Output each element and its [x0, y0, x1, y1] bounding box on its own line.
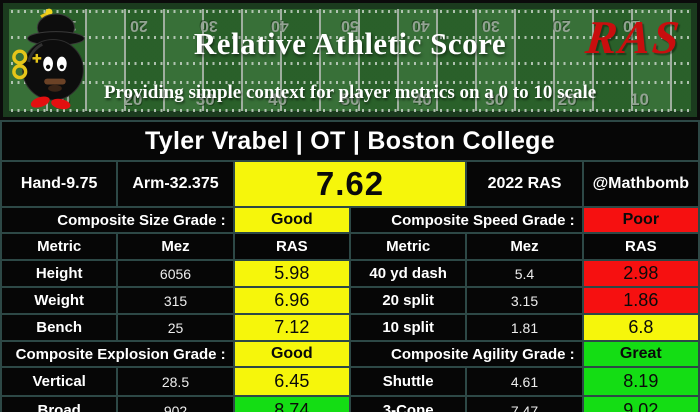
column-header-metric: Metric	[2, 234, 117, 259]
agility-grade-label: Composite Agility Grade :	[351, 342, 582, 366]
agility-grade-value: Great	[583, 342, 698, 366]
metric-mez-value: 7.47	[467, 397, 582, 412]
column-header-mez: Mez	[118, 234, 233, 259]
speed-grade-value: Poor	[583, 208, 698, 232]
yard-number: 40	[268, 90, 288, 109]
column-header-mez: Mez	[467, 234, 582, 259]
metrics-table: Hand-9.75 Arm-32.375 7.62 2022 RAS @Math…	[0, 160, 700, 412]
size-grade-label: Composite Size Grade :	[2, 208, 233, 232]
ras-logo: RAS	[583, 12, 684, 64]
hand-size-cell: Hand-9.75	[2, 162, 117, 206]
metric-name: Shuttle	[351, 368, 466, 395]
field-yard-lines	[9, 9, 691, 111]
metric-mez-value: 28.5	[118, 368, 233, 395]
hash-marks-row	[11, 62, 689, 65]
metric-mez-value: 3.15	[467, 288, 582, 313]
column-header-metric: Metric	[351, 234, 466, 259]
page-subtitle: Providing simple context for player metr…	[103, 82, 597, 103]
metric-ras-value: 9.02	[583, 397, 698, 412]
arm-length-cell: Arm-32.375	[118, 162, 233, 206]
metric-name: Weight	[2, 288, 117, 313]
field-header: 10 20 30 40 50 40 30 20 10 10 20 30 40 5…	[0, 0, 700, 120]
metric-ras-value: 8.74	[234, 397, 349, 412]
column-header-ras: RAS	[234, 234, 349, 259]
metric-ras-value: 1.86	[583, 288, 698, 313]
hash-marks-row	[11, 10, 689, 13]
yard-number: 20	[557, 90, 577, 109]
metric-ras-value: 2.98	[583, 261, 698, 286]
metric-name: Vertical	[2, 368, 117, 395]
speed-grade-label: Composite Speed Grade :	[351, 208, 582, 232]
explosion-grade-label: Composite Explosion Grade :	[2, 342, 233, 366]
metric-name: 20 split	[351, 288, 466, 313]
metric-name: Height	[2, 261, 117, 286]
hash-marks-row	[11, 109, 689, 112]
column-header-ras: RAS	[583, 234, 698, 259]
metric-mez-value: 1.81	[467, 315, 582, 340]
metric-mez-value: 315	[118, 288, 233, 313]
year-ras-cell: 2022 RAS	[467, 162, 582, 206]
yard-number: 50	[340, 90, 360, 109]
explosion-grade-value: Good	[234, 342, 349, 366]
metric-name: 40 yd dash	[351, 261, 466, 286]
yard-number: 20	[123, 90, 143, 109]
hash-marks-row	[11, 36, 689, 39]
metric-ras-value: 6.45	[234, 368, 349, 395]
metric-ras-value: 8.19	[583, 368, 698, 395]
overall-ras-score: 7.62	[234, 162, 466, 206]
yard-number: 30	[195, 90, 215, 109]
metric-ras-value: 6.96	[234, 288, 349, 313]
metric-mez-value: 5.4	[467, 261, 582, 286]
mathbomb-mascot-icon	[12, 8, 85, 110]
player-name-bar: Tyler Vrabel | OT | Boston College	[2, 122, 698, 160]
metric-ras-value: 5.98	[234, 261, 349, 286]
hash-marks-row	[11, 81, 689, 84]
metric-ras-value: 6.8	[583, 315, 698, 340]
credit-handle-cell: @Mathbomb	[583, 162, 698, 206]
metric-mez-value: 25	[118, 315, 233, 340]
metric-ras-value: 7.12	[234, 315, 349, 340]
page-title: Relative Athletic Score	[193, 26, 507, 61]
yard-number: 30	[485, 90, 505, 109]
metric-mez-value: 902	[118, 397, 233, 412]
metric-mez-value: 4.61	[467, 368, 582, 395]
metric-name: Broad	[2, 397, 117, 412]
size-grade-value: Good	[234, 208, 349, 232]
metric-name: 10 split	[351, 315, 466, 340]
yard-number: 40	[412, 90, 432, 109]
metric-name: Bench	[2, 315, 117, 340]
yard-number: 10	[630, 90, 649, 109]
metric-mez-value: 6056	[118, 261, 233, 286]
metric-name: 3-Cone	[351, 397, 466, 412]
